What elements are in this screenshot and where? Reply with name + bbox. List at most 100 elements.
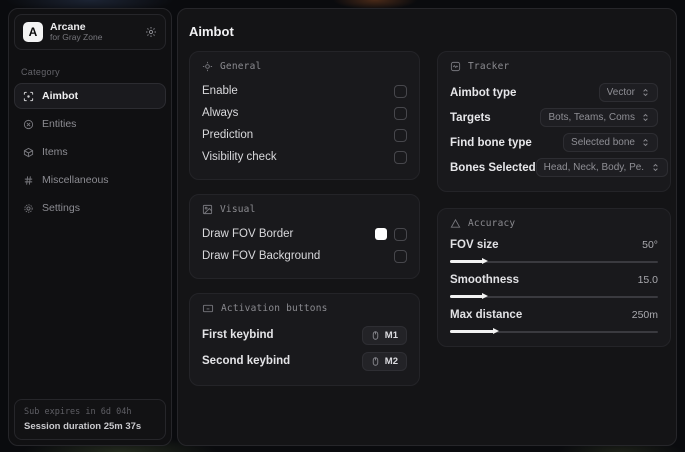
- draw-fov-border-label: Draw FOV Border: [202, 228, 294, 240]
- prediction-checkbox[interactable]: [394, 128, 407, 142]
- draw-fov-border-checkbox[interactable]: [394, 227, 407, 241]
- fov-size-group: FOV size 50°: [450, 237, 658, 264]
- sidebar-item-entities[interactable]: Entities: [14, 111, 166, 137]
- bones-selected-value: Head, Neck, Body, Pe..: [543, 162, 645, 173]
- sidebar-item-label: Settings: [42, 202, 80, 214]
- smoothness-value: 15.0: [637, 274, 658, 286]
- main-panel: Aimbot General Enable: [177, 8, 677, 446]
- always-checkbox[interactable]: [394, 106, 407, 120]
- draw-fov-border-row: Draw FOV Border: [202, 223, 407, 245]
- general-card: General Enable Always Prediction: [189, 51, 420, 180]
- max-distance-slider-fill: [450, 328, 499, 334]
- second-keybind-button[interactable]: M2: [361, 351, 407, 371]
- bones-selected-row: Bones Selected Head, Neck, Body, Pe..: [450, 155, 668, 180]
- card-title: Visual: [220, 204, 256, 215]
- crosshair-scan-icon: [23, 91, 34, 102]
- smoothness-slider-fill: [450, 293, 489, 299]
- triangle-icon: [450, 218, 461, 229]
- enable-checkbox[interactable]: [394, 84, 407, 98]
- enable-row: Enable: [202, 80, 407, 102]
- bones-selected-select[interactable]: Head, Neck, Body, Pe..: [535, 158, 668, 177]
- first-keybind-value: M1: [384, 329, 398, 341]
- image-icon: [202, 204, 213, 215]
- app-name: Arcane: [50, 21, 86, 34]
- prediction-row: Prediction: [202, 124, 407, 146]
- smoothness-group: Smoothness 15.0: [450, 272, 658, 299]
- first-keybind-row: First keybind M1: [202, 322, 407, 348]
- prediction-label: Prediction: [202, 129, 254, 141]
- chevrons-up-down-icon: [641, 88, 650, 97]
- visual-card: Visual Draw FOV Border Draw FOV Backgrou…: [189, 194, 420, 279]
- max-distance-label: Max distance: [450, 309, 523, 321]
- activation-buttons-card: Activation buttons First keybind M1: [189, 293, 420, 386]
- smoothness-slider[interactable]: [450, 293, 658, 299]
- visibility-check-checkbox[interactable]: [394, 150, 407, 164]
- second-keybind-row: Second keybind M2: [202, 348, 407, 374]
- tracker-card: Tracker Aimbot type Vector: [437, 51, 671, 192]
- fov-size-value: 50°: [642, 239, 658, 251]
- mouse-icon: [371, 356, 380, 367]
- sidebar-nav: Aimbot Entities Items: [9, 83, 171, 221]
- find-bone-type-label: Find bone type: [450, 136, 532, 149]
- sidebar-item-label: Entities: [42, 118, 77, 130]
- targets-value: Bots, Teams, Coms: [548, 112, 635, 123]
- session-duration-text: Session duration 25m 37s: [24, 421, 142, 432]
- sidebar-item-miscellaneous[interactable]: Miscellaneous: [14, 167, 166, 193]
- card-title: Tracker: [468, 61, 510, 72]
- draw-fov-background-label: Draw FOV Background: [202, 250, 321, 262]
- app-header: A Arcane for Gray Zone: [14, 14, 166, 50]
- activity-icon: [450, 61, 461, 72]
- sidebar-item-aimbot[interactable]: Aimbot: [14, 83, 166, 109]
- targets-select[interactable]: Bots, Teams, Coms: [540, 108, 658, 127]
- enable-label: Enable: [202, 85, 238, 97]
- fov-size-slider[interactable]: [450, 258, 658, 264]
- chevrons-up-down-icon: [641, 138, 650, 147]
- sidebar-item-settings[interactable]: Settings: [14, 195, 166, 221]
- visibility-check-row: Visibility check: [202, 146, 407, 168]
- smoothness-label: Smoothness: [450, 274, 520, 286]
- gear-icon: [23, 203, 34, 214]
- find-bone-type-value: Selected bone: [571, 137, 635, 148]
- draw-fov-background-checkbox[interactable]: [394, 249, 407, 263]
- mouse-icon: [371, 330, 380, 341]
- keyboard-icon: [202, 303, 214, 314]
- aimbot-type-value: Vector: [606, 87, 635, 98]
- app-logo: A: [23, 22, 43, 42]
- sub-expires-text: Sub expires in 6d 04h: [24, 407, 132, 417]
- card-title: Accuracy: [468, 218, 516, 229]
- find-bone-type-select[interactable]: Selected bone: [563, 133, 658, 152]
- aimbot-type-label: Aimbot type: [450, 86, 517, 99]
- fov-size-slider-fill: [450, 258, 489, 264]
- always-label: Always: [202, 107, 239, 119]
- find-bone-type-row: Find bone type Selected bone: [450, 130, 658, 155]
- app-brand: Arcane for Gray Zone: [50, 21, 138, 43]
- category-label: Category: [21, 67, 60, 77]
- second-keybind-value: M2: [384, 355, 398, 367]
- gear-icon[interactable]: [145, 26, 157, 38]
- max-distance-value: 250m: [631, 309, 658, 321]
- second-keybind-label: Second keybind: [202, 355, 291, 367]
- max-distance-slider[interactable]: [450, 328, 658, 334]
- sidebar-item-label: Aimbot: [42, 90, 79, 102]
- fov-size-label: FOV size: [450, 239, 499, 251]
- chevrons-up-down-icon: [651, 163, 660, 172]
- aimbot-type-select[interactable]: Vector: [598, 83, 658, 102]
- crosshair-icon: [202, 61, 213, 72]
- accuracy-card: Accuracy FOV size 50°: [437, 208, 671, 347]
- sidebar-item-items[interactable]: Items: [14, 139, 166, 165]
- app-subtitle: for Gray Zone: [50, 32, 103, 43]
- max-distance-group: Max distance 250m: [450, 307, 658, 334]
- first-keybind-button[interactable]: M1: [361, 325, 407, 345]
- first-keybind-label: First keybind: [202, 329, 274, 341]
- bones-selected-label: Bones Selected: [450, 161, 536, 174]
- visibility-check-label: Visibility check: [202, 151, 277, 163]
- sidebar-item-label: Miscellaneous: [42, 174, 109, 186]
- page-title: Aimbot: [189, 24, 234, 39]
- fov-border-color-swatch[interactable]: [375, 228, 387, 240]
- always-row: Always: [202, 102, 407, 124]
- card-title: General: [220, 61, 262, 72]
- package-icon: [23, 147, 34, 158]
- targets-label: Targets: [450, 111, 491, 124]
- session-info-box: Sub expires in 6d 04h Session duration 2…: [14, 399, 166, 440]
